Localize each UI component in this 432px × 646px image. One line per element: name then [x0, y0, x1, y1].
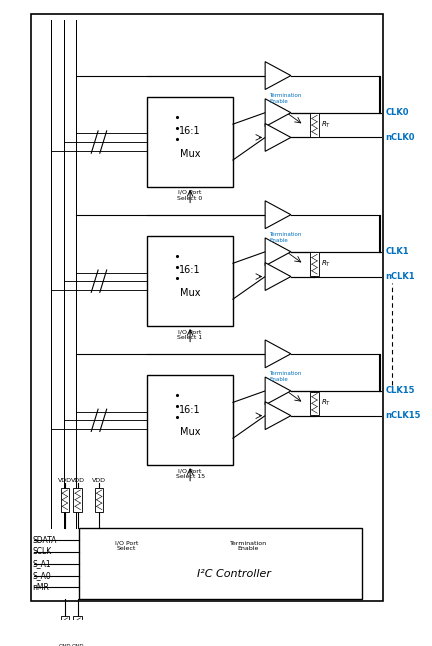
Text: I/O Port
Select 0: I/O Port Select 0 — [178, 190, 203, 201]
Text: Mux: Mux — [180, 427, 200, 437]
Text: GND: GND — [59, 645, 71, 646]
Polygon shape — [265, 377, 291, 405]
Text: I/O Port
Select 1: I/O Port Select 1 — [178, 329, 203, 340]
Bar — [32, 14, 383, 601]
Bar — [60, 488, 69, 512]
Bar — [95, 488, 103, 512]
Text: CLK0: CLK0 — [385, 108, 409, 117]
Bar — [147, 375, 233, 465]
Text: S_A1: S_A1 — [32, 559, 51, 568]
Text: Termination
Enable: Termination Enable — [270, 233, 302, 243]
Bar — [147, 236, 233, 326]
Polygon shape — [265, 263, 291, 291]
Text: Termination
Enable: Termination Enable — [270, 371, 302, 382]
Text: VDD: VDD — [92, 478, 106, 483]
Text: GND: GND — [71, 645, 84, 646]
Text: $R_T$: $R_T$ — [321, 120, 331, 130]
Bar — [310, 253, 319, 276]
Text: nMR: nMR — [32, 583, 49, 592]
Text: $R_T$: $R_T$ — [321, 398, 331, 408]
Bar — [147, 98, 233, 187]
Text: VDD: VDD — [58, 478, 72, 483]
Bar — [73, 488, 82, 512]
Text: Termination
Enable: Termination Enable — [270, 93, 302, 104]
Text: 16:1: 16:1 — [179, 127, 201, 136]
Polygon shape — [265, 340, 291, 368]
Text: CLK1: CLK1 — [385, 247, 409, 256]
Polygon shape — [265, 238, 291, 266]
Text: I²C Controller: I²C Controller — [197, 569, 271, 579]
Polygon shape — [265, 201, 291, 229]
Text: I/O Port
Select 15: I/O Port Select 15 — [175, 468, 205, 479]
Text: SDATA: SDATA — [32, 536, 57, 545]
Text: S_A0: S_A0 — [32, 571, 51, 580]
Text: Mux: Mux — [180, 288, 200, 298]
Text: 16:1: 16:1 — [179, 404, 201, 415]
Text: 16:1: 16:1 — [179, 266, 201, 275]
Bar — [73, 616, 82, 640]
Text: VDD: VDD — [71, 478, 85, 483]
Text: SCLK: SCLK — [32, 547, 51, 556]
Text: Mux: Mux — [180, 149, 200, 159]
Bar — [79, 528, 362, 599]
Polygon shape — [265, 99, 291, 127]
Text: nCLK0: nCLK0 — [385, 133, 415, 142]
Text: CLK15: CLK15 — [385, 386, 415, 395]
Text: nCLK1: nCLK1 — [385, 272, 415, 281]
Polygon shape — [265, 402, 291, 430]
Text: nCLK15: nCLK15 — [385, 411, 421, 420]
Polygon shape — [265, 61, 291, 90]
Text: I/O Port
Select: I/O Port Select — [115, 541, 138, 552]
Polygon shape — [265, 123, 291, 151]
Text: Termination
Enable: Termination Enable — [230, 541, 267, 552]
Bar — [310, 391, 319, 415]
Text: $R_T$: $R_T$ — [321, 259, 331, 269]
Bar — [60, 616, 69, 640]
Bar — [310, 113, 319, 137]
